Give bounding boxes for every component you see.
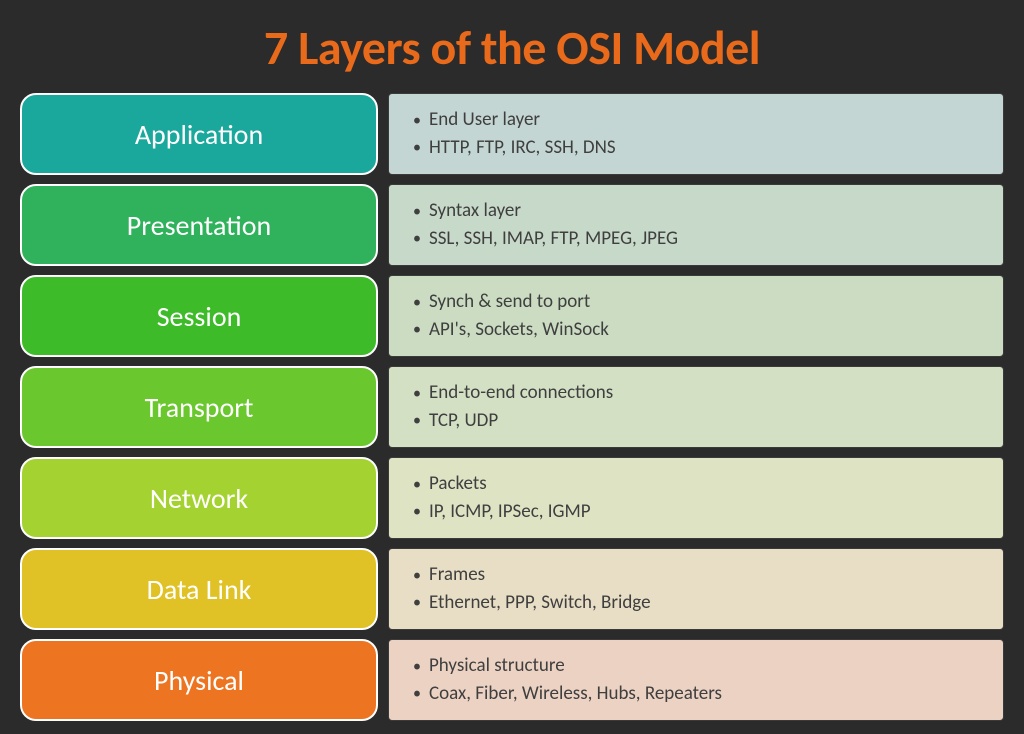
layer-detail-box: • End User layer • HTTP, FTP, IRC, SSH, DNS	[388, 93, 1004, 175]
bullet-text: IP, ICMP, IPSec, IGMP	[429, 498, 591, 526]
layer-detail-bullet: • Frames	[413, 561, 1003, 589]
layer-name-box: Network	[20, 457, 378, 539]
layer-name-label: Application	[135, 117, 263, 152]
bullet-text: HTTP, FTP, IRC, SSH, DNS	[429, 134, 616, 162]
bullet-icon: •	[413, 291, 421, 314]
bullet-icon: •	[413, 591, 421, 614]
layer-row: Session • Synch & send to port • API's, Sock…	[20, 275, 1004, 357]
bullet-icon: •	[413, 318, 421, 341]
bullet-text: Packets	[429, 470, 487, 498]
bullet-text: Coax, Fiber, Wireless, Hubs, Repeaters	[429, 680, 722, 708]
layer-name-label: Transport	[145, 390, 254, 425]
bullet-icon: •	[413, 382, 421, 405]
bullet-text: Synch & send to port	[429, 288, 590, 316]
bullet-icon: •	[413, 227, 421, 250]
layer-detail-box: • End-to-end connections • TCP, UDP	[388, 366, 1004, 448]
bullet-icon: •	[413, 200, 421, 223]
layer-row: Presentation • Syntax layer • SSL, SSH, IMAP…	[20, 184, 1004, 266]
bullet-text: End User layer	[429, 106, 540, 134]
bullet-text: Syntax layer	[429, 197, 521, 225]
layer-name-box: Data Link	[20, 548, 378, 630]
layer-detail-bullet: • Physical structure	[413, 652, 1003, 680]
layer-name-label: Physical	[154, 663, 244, 698]
layer-name-label: Session	[157, 299, 242, 334]
layer-name-label: Data Link	[147, 572, 252, 607]
layer-detail-bullet: • SSL, SSH, IMAP, FTP, MPEG, JPEG	[413, 225, 1003, 253]
bullet-icon: •	[413, 655, 421, 678]
bullet-icon: •	[413, 564, 421, 587]
bullet-text: TCP, UDP	[429, 407, 498, 435]
layer-detail-bullet: • HTTP, FTP, IRC, SSH, DNS	[413, 134, 1003, 162]
layer-detail-bullet: • End-to-end connections	[413, 379, 1003, 407]
layer-rows: Application • End User layer • HTTP, FTP, IR…	[20, 93, 1004, 721]
bullet-text: Frames	[429, 561, 485, 589]
layer-detail-bullet: • Ethernet, PPP, Switch, Bridge	[413, 589, 1003, 617]
bullet-icon: •	[413, 500, 421, 523]
layer-detail-bullet: • Syntax layer	[413, 197, 1003, 225]
osi-diagram-container: 7 Layers of the OSI Model Application • En…	[0, 0, 1024, 734]
bullet-icon: •	[413, 136, 421, 159]
layer-detail-box: • Packets • IP, ICMP, IPSec, IGMP	[388, 457, 1004, 539]
bullet-text: API's, Sockets, WinSock	[429, 316, 609, 344]
layer-name-label: Network	[150, 481, 248, 516]
diagram-title: 7 Layers of the OSI Model	[20, 18, 1004, 77]
layer-row: Network • Packets • IP, ICMP, IPSec, IGMP	[20, 457, 1004, 539]
layer-name-box: Session	[20, 275, 378, 357]
layer-detail-bullet: • Packets	[413, 470, 1003, 498]
bullet-icon: •	[413, 473, 421, 496]
layer-detail-box: • Synch & send to port • API's, Sockets, Wi…	[388, 275, 1004, 357]
layer-row: Application • End User layer • HTTP, FTP, IR…	[20, 93, 1004, 175]
bullet-text: SSL, SSH, IMAP, FTP, MPEG, JPEG	[429, 225, 678, 253]
layer-name-box: Physical	[20, 639, 378, 721]
layer-detail-bullet: • IP, ICMP, IPSec, IGMP	[413, 498, 1003, 526]
layer-row: Physical • Physical structure • Coax, Fiber,…	[20, 639, 1004, 721]
layer-detail-bullet: • API's, Sockets, WinSock	[413, 316, 1003, 344]
layer-detail-box: • Physical structure • Coax, Fiber, Wireles…	[388, 639, 1004, 721]
bullet-text: End-to-end connections	[429, 379, 613, 407]
bullet-text: Physical structure	[429, 652, 565, 680]
bullet-text: Ethernet, PPP, Switch, Bridge	[429, 589, 651, 617]
layer-detail-box: • Syntax layer • SSL, SSH, IMAP, FTP, MPEG,…	[388, 184, 1004, 266]
bullet-icon: •	[413, 109, 421, 132]
layer-row: Data Link • Frames • Ethernet, PPP, Switch, …	[20, 548, 1004, 630]
layer-detail-bullet: • End User layer	[413, 106, 1003, 134]
layer-row: Transport • End-to-end connections • TCP, UD…	[20, 366, 1004, 448]
layer-detail-bullet: • TCP, UDP	[413, 407, 1003, 435]
layer-detail-bullet: • Coax, Fiber, Wireless, Hubs, Repeaters	[413, 680, 1003, 708]
bullet-icon: •	[413, 682, 421, 705]
layer-name-box: Presentation	[20, 184, 378, 266]
bullet-icon: •	[413, 409, 421, 432]
layer-name-box: Transport	[20, 366, 378, 448]
layer-name-box: Application	[20, 93, 378, 175]
layer-detail-box: • Frames • Ethernet, PPP, Switch, Bridge	[388, 548, 1004, 630]
layer-detail-bullet: • Synch & send to port	[413, 288, 1003, 316]
layer-name-label: Presentation	[127, 208, 271, 243]
